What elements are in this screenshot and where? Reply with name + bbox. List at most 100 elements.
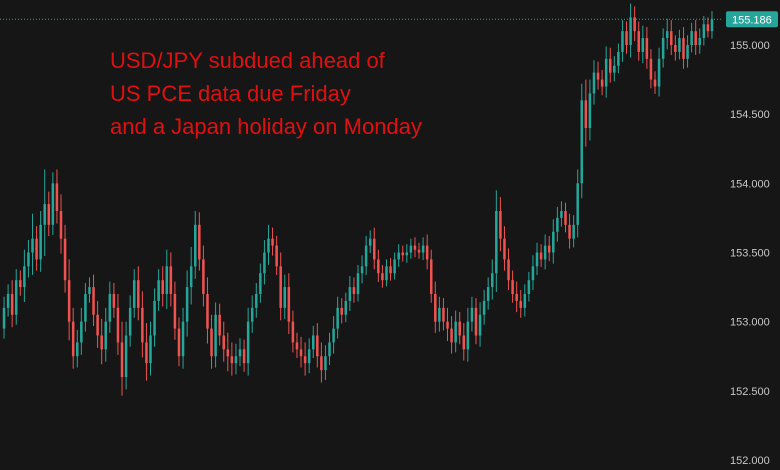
candle-body: [206, 294, 209, 329]
candle-body: [657, 58, 661, 87]
candle-body: [482, 300, 486, 315]
candle-body: [230, 356, 234, 364]
candle-body: [702, 24, 706, 39]
candle-body: [352, 287, 356, 294]
candle-body: [389, 266, 392, 274]
candle-body: [71, 321, 75, 357]
candle-body: [637, 31, 640, 52]
candle-body: [84, 294, 87, 322]
candle-body: [279, 266, 282, 308]
candle-body: [51, 183, 55, 225]
y-tick-label: 153.000: [730, 317, 770, 329]
candle-body: [401, 252, 405, 256]
candle-body: [572, 224, 575, 239]
candle-body: [234, 356, 238, 364]
candle-body: [381, 273, 384, 281]
candle-body: [181, 321, 185, 357]
candle-body: [425, 245, 429, 260]
candle-body: [450, 328, 453, 343]
candle-body: [454, 321, 457, 343]
candle-body: [539, 252, 543, 260]
candle-body: [295, 342, 299, 350]
candle-body: [694, 31, 697, 45]
candle-body: [226, 349, 230, 357]
candle-body: [564, 211, 567, 225]
candle-body: [511, 280, 514, 294]
candle-body: [649, 58, 653, 80]
candle-body: [678, 38, 681, 52]
candle-body: [332, 328, 335, 343]
candle-body: [59, 211, 63, 239]
candle-body: [161, 280, 164, 294]
candle-body: [124, 335, 128, 377]
candle-body: [560, 211, 563, 218]
candle-body: [535, 252, 539, 267]
candle-body: [76, 342, 79, 357]
y-tick-label: 152.000: [730, 455, 770, 467]
candle-body: [336, 307, 339, 329]
candle-body: [604, 58, 608, 87]
candle-body: [141, 307, 144, 343]
candle-body: [458, 321, 461, 336]
candle-body: [47, 204, 51, 225]
candle-body: [665, 31, 669, 39]
candle-body: [486, 287, 490, 301]
y-axis: 152.000 152.500 153.000 153.500 154.000 154.5…: [730, 40, 770, 467]
candle-body: [189, 266, 193, 288]
candle-body: [311, 335, 315, 350]
candle-body: [307, 349, 311, 364]
candle-body: [67, 280, 71, 322]
candle-body: [120, 342, 124, 377]
candle-body: [242, 349, 246, 364]
candle-body: [291, 321, 295, 343]
headline-line-2: US PCE data due Friday: [110, 81, 351, 106]
candle-body: [377, 259, 380, 274]
candle-body: [320, 356, 323, 371]
candle-body: [145, 342, 148, 364]
candle-body: [499, 211, 502, 239]
candle-body: [23, 266, 26, 288]
candle-body: [19, 280, 22, 288]
candle-body: [600, 79, 604, 87]
headline-line-3: and a Japan holiday on Monday: [110, 114, 422, 139]
candle-body: [340, 307, 343, 315]
candle-body: [405, 252, 409, 256]
candle-body: [682, 38, 685, 59]
headline-line-1: USD/JPY subdued ahead of: [110, 48, 385, 73]
candle-body: [348, 287, 352, 301]
candle-body: [157, 280, 160, 301]
candle-body: [202, 259, 205, 294]
candle-body: [621, 31, 624, 52]
candle-body: [417, 249, 421, 253]
candle-body: [137, 280, 140, 308]
candle-body: [112, 294, 116, 308]
candle-body: [299, 349, 303, 357]
candle-body: [2, 307, 6, 329]
candle-body: [63, 238, 67, 281]
candle-body: [645, 38, 649, 59]
candle-body: [246, 321, 250, 364]
candle-body: [446, 321, 449, 329]
candle-body: [39, 224, 42, 260]
candle-body: [259, 273, 262, 294]
candle-body: [210, 328, 213, 357]
candle-body: [193, 224, 197, 267]
candle-body: [641, 38, 645, 52]
y-tick-label: 155.000: [730, 40, 770, 52]
candle-body: [442, 307, 445, 322]
candle-body: [523, 294, 527, 308]
candle-body: [373, 238, 376, 260]
candle-body: [592, 72, 596, 94]
candle-body: [222, 335, 225, 350]
candle-body: [674, 45, 677, 52]
candles-group: [2, 3, 714, 396]
candle-body: [96, 314, 99, 336]
candle-body: [568, 224, 571, 239]
candle-body: [14, 280, 18, 315]
candle-body: [43, 204, 46, 225]
candle-body: [495, 211, 498, 274]
candle-body: [185, 287, 189, 322]
candle-body: [128, 307, 132, 336]
candle-body: [706, 24, 710, 32]
